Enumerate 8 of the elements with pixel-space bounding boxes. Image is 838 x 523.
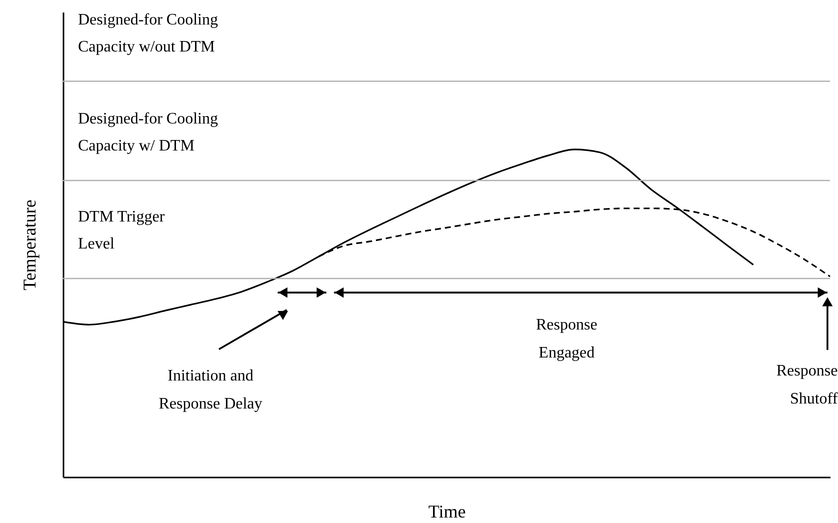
y-axis-title: Temperature <box>20 200 40 290</box>
annotation: Response Engaged <box>536 316 598 362</box>
ref-line-label: Designed-for Cooling Capacity w/out DTM <box>78 11 218 56</box>
annotation: Initiation and Response Delay <box>158 367 262 412</box>
x-axis-title: Time <box>428 502 466 522</box>
ref-line-label: Designed-for Cooling Capacity w/ DTM <box>78 110 218 155</box>
ref-line-label: DTM Trigger Level <box>78 208 166 252</box>
annotation: Response Shutoff <box>776 362 838 408</box>
